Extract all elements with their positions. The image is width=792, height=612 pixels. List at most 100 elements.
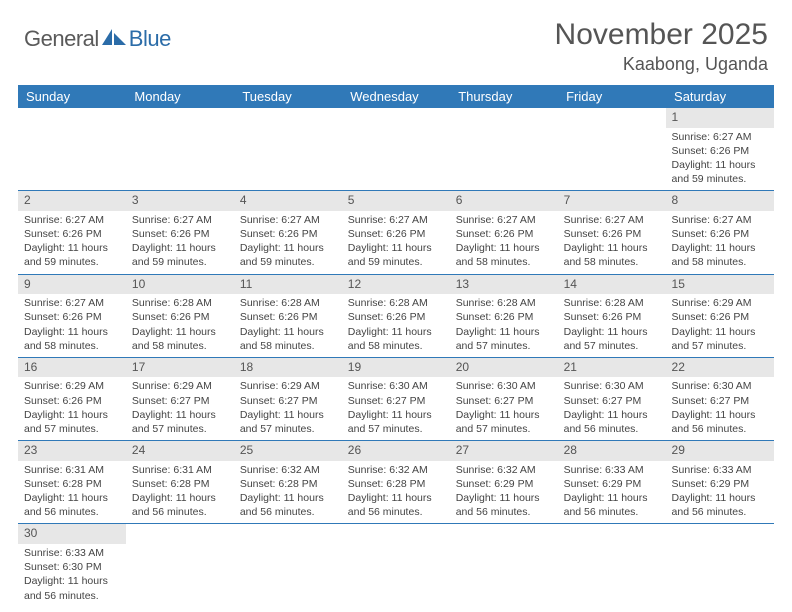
day-number <box>234 524 342 528</box>
day-details: Sunrise: 6:27 AMSunset: 6:26 PMDaylight:… <box>558 211 666 274</box>
day-details: Sunrise: 6:32 AMSunset: 6:29 PMDaylight:… <box>450 461 558 524</box>
calendar-cell: 6Sunrise: 6:27 AMSunset: 6:26 PMDaylight… <box>450 191 558 274</box>
day-number: 20 <box>450 358 558 378</box>
day-details: Sunrise: 6:28 AMSunset: 6:26 PMDaylight:… <box>558 294 666 357</box>
month-title: November 2025 <box>555 18 768 52</box>
daylight-line: Daylight: 11 hours and 59 minutes. <box>240 241 336 269</box>
sunrise-line: Sunrise: 6:27 AM <box>456 213 552 227</box>
calendar-cell: 1Sunrise: 6:27 AMSunset: 6:26 PMDaylight… <box>666 108 774 191</box>
day-details: Sunrise: 6:27 AMSunset: 6:26 PMDaylight:… <box>18 294 126 357</box>
day-number <box>450 524 558 528</box>
daylight-line: Daylight: 11 hours and 58 minutes. <box>240 325 336 353</box>
calendar-body: 1Sunrise: 6:27 AMSunset: 6:26 PMDaylight… <box>18 108 774 607</box>
day-number <box>126 108 234 112</box>
calendar-cell: 11Sunrise: 6:28 AMSunset: 6:26 PMDayligh… <box>234 274 342 357</box>
calendar-cell: 13Sunrise: 6:28 AMSunset: 6:26 PMDayligh… <box>450 274 558 357</box>
calendar-cell <box>558 108 666 191</box>
day-number: 18 <box>234 358 342 378</box>
sunrise-line: Sunrise: 6:30 AM <box>672 379 768 393</box>
calendar-cell <box>666 524 774 607</box>
calendar-cell: 17Sunrise: 6:29 AMSunset: 6:27 PMDayligh… <box>126 357 234 440</box>
day-number: 3 <box>126 191 234 211</box>
sunrise-line: Sunrise: 6:31 AM <box>24 463 120 477</box>
day-number: 16 <box>18 358 126 378</box>
calendar-cell: 26Sunrise: 6:32 AMSunset: 6:28 PMDayligh… <box>342 441 450 524</box>
calendar-cell: 22Sunrise: 6:30 AMSunset: 6:27 PMDayligh… <box>666 357 774 440</box>
daylight-line: Daylight: 11 hours and 56 minutes. <box>564 408 660 436</box>
sunset-line: Sunset: 6:26 PM <box>564 227 660 241</box>
sunrise-line: Sunrise: 6:27 AM <box>672 213 768 227</box>
calendar-cell <box>234 524 342 607</box>
day-number: 30 <box>18 524 126 544</box>
sunrise-line: Sunrise: 6:33 AM <box>672 463 768 477</box>
day-details: Sunrise: 6:29 AMSunset: 6:27 PMDaylight:… <box>126 377 234 440</box>
day-details: Sunrise: 6:31 AMSunset: 6:28 PMDaylight:… <box>18 461 126 524</box>
sunset-line: Sunset: 6:30 PM <box>24 560 120 574</box>
calendar-cell: 24Sunrise: 6:31 AMSunset: 6:28 PMDayligh… <box>126 441 234 524</box>
day-details: Sunrise: 6:33 AMSunset: 6:30 PMDaylight:… <box>18 544 126 607</box>
sunrise-line: Sunrise: 6:28 AM <box>456 296 552 310</box>
sunrise-line: Sunrise: 6:32 AM <box>456 463 552 477</box>
calendar-cell: 30Sunrise: 6:33 AMSunset: 6:30 PMDayligh… <box>18 524 126 607</box>
day-number: 12 <box>342 275 450 295</box>
calendar-cell: 3Sunrise: 6:27 AMSunset: 6:26 PMDaylight… <box>126 191 234 274</box>
header: General Blue November 2025 Kaabong, Ugan… <box>0 0 792 81</box>
sunset-line: Sunset: 6:26 PM <box>348 227 444 241</box>
day-details: Sunrise: 6:30 AMSunset: 6:27 PMDaylight:… <box>558 377 666 440</box>
day-details: Sunrise: 6:30 AMSunset: 6:27 PMDaylight:… <box>342 377 450 440</box>
daylight-line: Daylight: 11 hours and 58 minutes. <box>132 325 228 353</box>
weekday-friday: Friday <box>558 85 666 108</box>
sunset-line: Sunset: 6:29 PM <box>564 477 660 491</box>
calendar-cell: 10Sunrise: 6:28 AMSunset: 6:26 PMDayligh… <box>126 274 234 357</box>
day-number: 14 <box>558 275 666 295</box>
sunrise-line: Sunrise: 6:27 AM <box>564 213 660 227</box>
sunrise-line: Sunrise: 6:32 AM <box>240 463 336 477</box>
day-number: 25 <box>234 441 342 461</box>
sunset-line: Sunset: 6:26 PM <box>564 310 660 324</box>
sunset-line: Sunset: 6:28 PM <box>240 477 336 491</box>
sunset-line: Sunset: 6:26 PM <box>348 310 444 324</box>
logo-text-general: General <box>24 26 99 52</box>
daylight-line: Daylight: 11 hours and 56 minutes. <box>24 574 120 602</box>
daylight-line: Daylight: 11 hours and 59 minutes. <box>132 241 228 269</box>
sunrise-line: Sunrise: 6:33 AM <box>24 546 120 560</box>
weekday-tuesday: Tuesday <box>234 85 342 108</box>
day-details: Sunrise: 6:27 AMSunset: 6:26 PMDaylight:… <box>666 128 774 191</box>
sunrise-line: Sunrise: 6:28 AM <box>132 296 228 310</box>
calendar-cell: 21Sunrise: 6:30 AMSunset: 6:27 PMDayligh… <box>558 357 666 440</box>
sunrise-line: Sunrise: 6:32 AM <box>348 463 444 477</box>
sunset-line: Sunset: 6:29 PM <box>672 477 768 491</box>
daylight-line: Daylight: 11 hours and 57 minutes. <box>240 408 336 436</box>
sunset-line: Sunset: 6:27 PM <box>672 394 768 408</box>
calendar-cell <box>558 524 666 607</box>
day-details: Sunrise: 6:27 AMSunset: 6:26 PMDaylight:… <box>18 211 126 274</box>
sunset-line: Sunset: 6:26 PM <box>240 310 336 324</box>
daylight-line: Daylight: 11 hours and 57 minutes. <box>24 408 120 436</box>
daylight-line: Daylight: 11 hours and 59 minutes. <box>672 158 768 186</box>
day-details: Sunrise: 6:31 AMSunset: 6:28 PMDaylight:… <box>126 461 234 524</box>
day-number: 1 <box>666 108 774 128</box>
day-number: 17 <box>126 358 234 378</box>
day-details: Sunrise: 6:28 AMSunset: 6:26 PMDaylight:… <box>342 294 450 357</box>
sunrise-line: Sunrise: 6:29 AM <box>672 296 768 310</box>
day-number: 21 <box>558 358 666 378</box>
sunset-line: Sunset: 6:26 PM <box>672 144 768 158</box>
day-number <box>126 524 234 528</box>
calendar-cell: 20Sunrise: 6:30 AMSunset: 6:27 PMDayligh… <box>450 357 558 440</box>
calendar-cell: 5Sunrise: 6:27 AMSunset: 6:26 PMDaylight… <box>342 191 450 274</box>
day-details: Sunrise: 6:28 AMSunset: 6:26 PMDaylight:… <box>450 294 558 357</box>
calendar-cell: 4Sunrise: 6:27 AMSunset: 6:26 PMDaylight… <box>234 191 342 274</box>
calendar-cell: 19Sunrise: 6:30 AMSunset: 6:27 PMDayligh… <box>342 357 450 440</box>
calendar-cell: 18Sunrise: 6:29 AMSunset: 6:27 PMDayligh… <box>234 357 342 440</box>
sunset-line: Sunset: 6:26 PM <box>132 227 228 241</box>
daylight-line: Daylight: 11 hours and 56 minutes. <box>132 491 228 519</box>
calendar-week-row: 30Sunrise: 6:33 AMSunset: 6:30 PMDayligh… <box>18 524 774 607</box>
day-details: Sunrise: 6:28 AMSunset: 6:26 PMDaylight:… <box>126 294 234 357</box>
sunrise-line: Sunrise: 6:28 AM <box>348 296 444 310</box>
day-number: 7 <box>558 191 666 211</box>
calendar-cell: 29Sunrise: 6:33 AMSunset: 6:29 PMDayligh… <box>666 441 774 524</box>
calendar-week-row: 1Sunrise: 6:27 AMSunset: 6:26 PMDaylight… <box>18 108 774 191</box>
daylight-line: Daylight: 11 hours and 56 minutes. <box>240 491 336 519</box>
day-details: Sunrise: 6:30 AMSunset: 6:27 PMDaylight:… <box>450 377 558 440</box>
day-number <box>18 108 126 112</box>
